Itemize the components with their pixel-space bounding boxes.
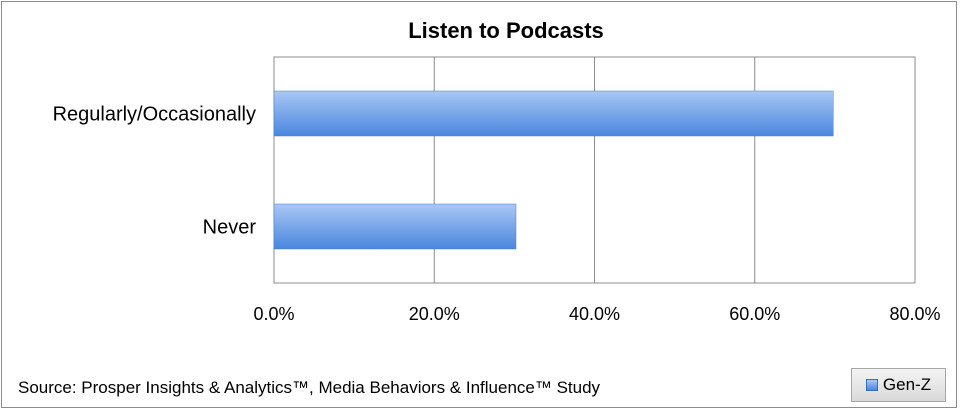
x-tick-label: 80.0%	[889, 304, 940, 324]
legend-label-gen-z: Gen-Z	[882, 375, 932, 394]
x-tick-label: 60.0%	[729, 304, 780, 324]
category-label: Regularly/Occasionally	[53, 104, 256, 126]
category-label: Never	[203, 217, 257, 239]
chart-title: Listen to Podcasts	[408, 18, 604, 43]
x-tick-label: 20.0%	[409, 304, 460, 324]
bar	[273, 203, 517, 250]
source-note: Source: Prosper Insights & Analytics™, M…	[18, 378, 601, 397]
x-tick-label: 0.0%	[253, 304, 294, 324]
bar	[273, 90, 834, 137]
plot-area: 0.0% 20.0% 40.0% 60.0% 80.0% Regularly/Occasi…	[53, 56, 941, 324]
x-tick-label: 40.0%	[569, 304, 620, 324]
legend: Gen-Z	[851, 368, 946, 402]
legend-swatch	[865, 379, 878, 391]
